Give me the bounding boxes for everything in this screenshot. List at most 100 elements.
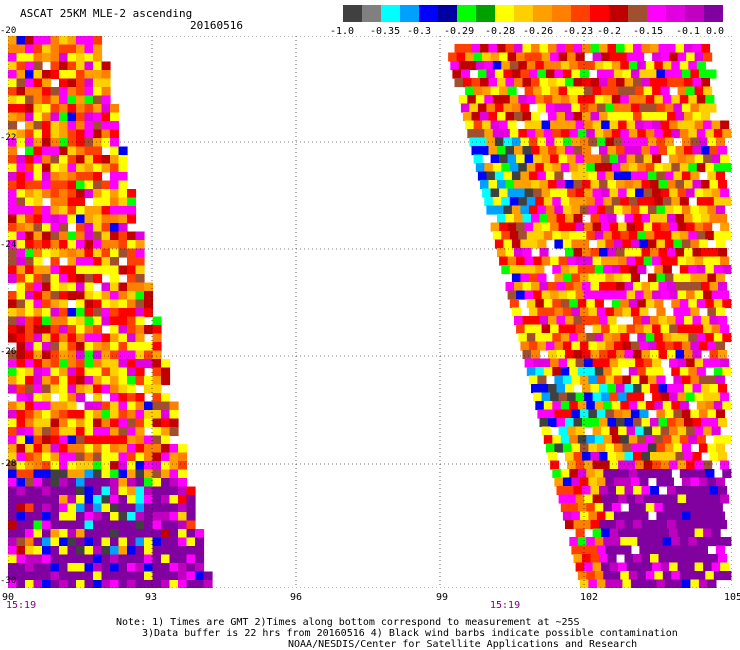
- swath-cell: [33, 452, 43, 462]
- swath-cell: [643, 426, 653, 436]
- swath-cell: [662, 265, 672, 275]
- swath-cell: [16, 104, 26, 114]
- swath-cell: [688, 231, 698, 241]
- swath-cell: [571, 307, 581, 317]
- swath-cell: [118, 537, 128, 547]
- swath-cell: [507, 188, 517, 198]
- swath-cell: [518, 265, 528, 275]
- swath-cell: [152, 401, 162, 411]
- swath-cell: [601, 562, 611, 572]
- swath-cell: [59, 563, 69, 573]
- swath-cell: [667, 554, 677, 564]
- swath-cell: [626, 290, 636, 300]
- swath-cell: [686, 188, 696, 198]
- swath-cell: [652, 52, 662, 62]
- swath-cell: [161, 359, 171, 369]
- swath-cell: [701, 520, 711, 530]
- swath-cell: [25, 53, 35, 63]
- swath-cell: [161, 520, 171, 530]
- swath-cell: [76, 452, 86, 462]
- swath-cell: [84, 121, 94, 131]
- swath-cell: [626, 256, 636, 266]
- swath-cell: [169, 427, 179, 437]
- swath-cell: [662, 231, 672, 241]
- swath-cell: [101, 265, 111, 275]
- swath-cell: [93, 240, 103, 250]
- swath-cell: [135, 248, 145, 258]
- swath-cell: [622, 205, 632, 215]
- swath-cell: [609, 86, 619, 96]
- swath-cell: [59, 359, 69, 369]
- swath-cell: [84, 214, 94, 224]
- swath-cell: [703, 52, 713, 62]
- swath-cell: [178, 478, 188, 488]
- swath-cell: [626, 120, 636, 130]
- swath-cell: [67, 146, 77, 156]
- swath-cell: [161, 444, 171, 454]
- swath-cell: [531, 282, 541, 292]
- swath-cell: [42, 155, 52, 165]
- swath-cell: [552, 401, 562, 411]
- swath-cell: [684, 520, 694, 530]
- swath-cell: [67, 333, 77, 343]
- swath-cell: [533, 120, 543, 130]
- swath-cell: [688, 435, 698, 445]
- swath-cell: [93, 529, 103, 539]
- swath-cell: [599, 452, 609, 462]
- swath-cell: [169, 401, 179, 411]
- swath-cell: [662, 401, 672, 411]
- swath-cell: [42, 189, 52, 199]
- swath-cell: [42, 546, 52, 556]
- swath-cell: [537, 103, 547, 113]
- swath-cell: [611, 503, 621, 513]
- swath-cell: [178, 512, 188, 522]
- swath-cell: [711, 290, 721, 300]
- swath-cell: [662, 61, 672, 71]
- swath-cell: [42, 571, 52, 581]
- swath-cell: [677, 290, 687, 300]
- swath-cell: [673, 69, 683, 79]
- swath-cell: [67, 376, 77, 386]
- swath-cell: [465, 52, 475, 62]
- swath-cell: [135, 410, 145, 420]
- swath-cell: [590, 316, 600, 326]
- swath-cell: [671, 95, 681, 105]
- swath-cell: [152, 469, 162, 479]
- swath-cell: [110, 537, 120, 547]
- swath-cell: [535, 299, 545, 309]
- swath-cell: [50, 231, 60, 241]
- swath-cell: [647, 341, 657, 351]
- swath-cell: [76, 146, 86, 156]
- swath-cell: [509, 299, 519, 309]
- swath-cell: [550, 324, 560, 334]
- swath-cell: [25, 206, 35, 216]
- swath-cell: [643, 256, 653, 266]
- swath-cell: [543, 129, 553, 139]
- swath-cell: [626, 154, 636, 164]
- swath-cell: [475, 61, 485, 71]
- swath-cell: [507, 256, 517, 266]
- swath-cell: [169, 410, 179, 420]
- swath-cell: [577, 469, 587, 479]
- swath-cell: [624, 248, 634, 258]
- swath-cell: [67, 367, 77, 377]
- swath-cell: [8, 138, 18, 148]
- swath-cell: [456, 52, 466, 62]
- swath-cell: [42, 206, 52, 216]
- swath-cell: [633, 282, 643, 292]
- swath-cell: [667, 146, 677, 156]
- swath-cell: [579, 409, 589, 419]
- swath-cell: [548, 350, 558, 360]
- swath-cell: [650, 44, 660, 54]
- swath-cell: [101, 333, 111, 343]
- swath-cell: [59, 546, 69, 556]
- swath-cell: [33, 240, 43, 250]
- swath-cell: [698, 375, 708, 385]
- swath-cell: [582, 44, 592, 54]
- swath-cell: [637, 129, 647, 139]
- swath-cell: [722, 231, 732, 241]
- swath-cell: [50, 129, 60, 139]
- swath-cell: [586, 503, 596, 513]
- swath-cell: [715, 409, 725, 419]
- swath-cell: [658, 282, 668, 292]
